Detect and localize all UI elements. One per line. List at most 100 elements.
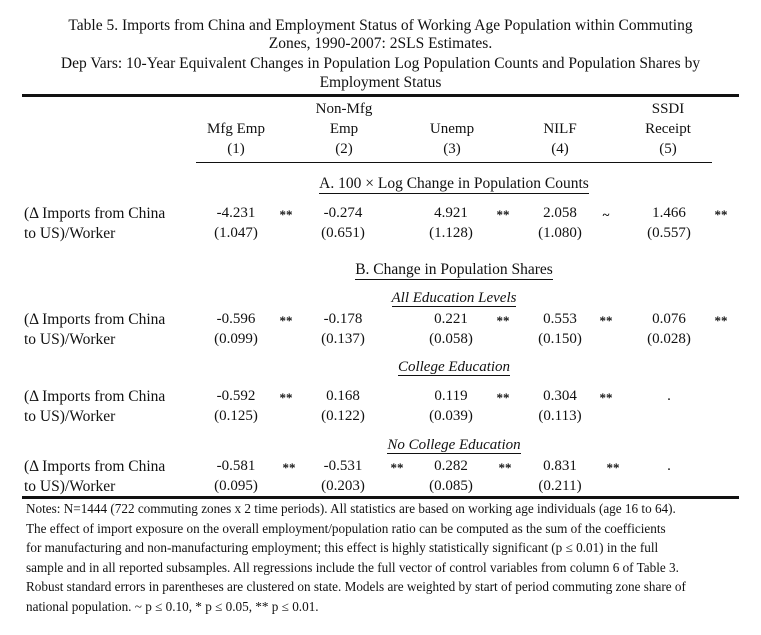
coefficient-cell: . [667, 458, 671, 474]
standard-error-cell: (0.113) [538, 408, 582, 424]
standard-error-cell: (0.557) [647, 225, 691, 241]
coefficient-cell: -4.231 [216, 205, 256, 221]
subpanel-label: No College Education [387, 437, 521, 454]
significance-marker: ** [606, 460, 620, 475]
panel-b-heading: B. Change in Population Shares [196, 261, 712, 280]
coefficient-cell: -0.178 [323, 311, 363, 327]
coefficient-cell: 0.119 [434, 388, 468, 404]
column-number: (4) [551, 141, 569, 157]
column-header-line-2: NILF [543, 121, 577, 137]
standard-error-cell: (0.125) [214, 408, 258, 424]
standard-error-cell: (0.085) [429, 478, 473, 494]
standard-error-cell: (0.150) [538, 331, 582, 347]
header-underline [196, 162, 712, 163]
column-header-4: NILF (4) [505, 99, 615, 159]
significance-marker: ** [279, 390, 293, 405]
notes-line: national population. ~ p ≤ 0.10, * p ≤ 0… [26, 598, 319, 614]
notes-line: Robust standard errors in parentheses ar… [26, 579, 686, 595]
row-label-line-1: (Δ Imports from China [24, 388, 166, 405]
coefficient-cell: 4.921 [434, 205, 468, 221]
table-notes: Notes: N=1444 (722 commuting zones x 2 t… [26, 499, 742, 617]
coefficient-cell: 0.553 [543, 311, 577, 327]
row-label-line-2: to US)/Worker [24, 225, 116, 242]
coefficient-cell: . [667, 388, 671, 404]
standard-error-cell: (1.047) [214, 225, 258, 241]
column-header-2: Non-Mfg Emp (2) [289, 99, 399, 159]
coefficient-cell: -0.592 [216, 388, 256, 404]
significance-marker: ** [714, 207, 728, 222]
row-label-line-1: (Δ Imports from China [24, 458, 166, 475]
standard-error-cell: (0.099) [214, 331, 258, 347]
panel-b-label: B. Change in Population Shares [355, 261, 553, 280]
coefficient-cell: 0.282 [434, 458, 468, 474]
table-title-line-2: Zones, 1990-2007: 2SLS Estimates. [268, 35, 493, 52]
column-header-line-2: Emp [329, 121, 359, 137]
top-thick-rule [22, 94, 739, 97]
notes-line: for manufacturing and non-manufacturing … [26, 540, 659, 556]
row-label-line-1: (Δ Imports from China [24, 205, 166, 222]
significance-marker: ** [599, 390, 613, 405]
standard-error-cell: (0.137) [321, 331, 365, 347]
column-number: (1) [227, 141, 245, 157]
significance-marker: ~ [602, 207, 610, 222]
row-label-panel-a: (Δ Imports from China to US)/Worker [24, 204, 165, 244]
row-label-line-2: to US)/Worker [24, 331, 116, 348]
standard-error-cell: (0.039) [429, 408, 473, 424]
column-header-5: SSDI Receipt (5) [613, 99, 723, 159]
column-header-line-1: SSDI [651, 101, 685, 117]
row-label-line-1: (Δ Imports from China [24, 311, 166, 328]
column-number: (2) [335, 141, 353, 157]
subpanel-label: College Education [397, 359, 511, 376]
table-subtitle-line-2: Employment Status [319, 74, 442, 91]
standard-error-cell: (0.122) [321, 408, 365, 424]
subpanel-college-education: College Education [196, 359, 712, 376]
standard-error-cell: (0.058) [429, 331, 473, 347]
standard-error-cell: (0.211) [538, 478, 582, 494]
column-header-line-2: Unemp [429, 121, 475, 137]
coefficient-cell: 0.304 [543, 388, 577, 404]
subpanel-label: All Education Levels [391, 290, 517, 307]
column-header-line-1 [181, 99, 291, 119]
significance-marker: ** [599, 313, 613, 328]
coefficient-cell: 0.168 [326, 388, 360, 404]
coefficient-cell: -0.596 [216, 311, 256, 327]
coefficient-cell: 0.221 [434, 311, 468, 327]
row-label-all-education: (Δ Imports from China to US)/Worker [24, 310, 165, 350]
table-title-line-1: Table 5. Imports from China and Employme… [68, 17, 693, 34]
row-label-no-college-education: (Δ Imports from China to US)/Worker [24, 457, 165, 497]
panel-a-heading: A. 100 × Log Change in Population Counts [196, 175, 712, 194]
significance-marker: ** [498, 460, 512, 475]
significance-marker: ** [279, 313, 293, 328]
notes-line: Notes: N=1444 (722 commuting zones x 2 t… [26, 501, 676, 516]
standard-error-cell: (1.128) [429, 225, 473, 241]
coefficient-cell: -0.531 [323, 458, 363, 474]
coefficient-cell: -0.274 [323, 205, 363, 221]
column-header-line-1 [397, 99, 507, 119]
subpanel-no-college-education: No College Education [196, 437, 712, 454]
significance-marker: ** [714, 313, 728, 328]
column-header-1: Mfg Emp (1) [181, 99, 291, 159]
column-number: (5) [659, 141, 677, 157]
significance-marker: ** [279, 207, 293, 222]
table-subtitle-line-1: Dep Vars: 10-Year Equivalent Changes in … [60, 55, 701, 72]
column-header-line-2: Receipt [645, 121, 691, 137]
standard-error-cell: (0.203) [321, 478, 365, 494]
column-header-line-2: Mfg Emp [207, 121, 265, 137]
significance-marker: ** [496, 207, 510, 222]
panel-a-label: A. 100 × Log Change in Population Counts [319, 175, 589, 194]
standard-error-cell: (0.095) [214, 478, 258, 494]
significance-marker: ** [390, 460, 404, 475]
row-label-line-2: to US)/Worker [24, 408, 116, 425]
column-number: (3) [443, 141, 461, 157]
standard-error-cell: (1.080) [538, 225, 582, 241]
row-label-college-education: (Δ Imports from China to US)/Worker [24, 387, 165, 427]
bottom-thick-rule [22, 496, 739, 499]
coefficient-cell: 1.466 [652, 205, 686, 221]
notes-line: sample and in all reported subsamples. A… [26, 559, 679, 575]
standard-error-cell: (0.028) [647, 331, 691, 347]
significance-marker: ** [282, 460, 296, 475]
coefficient-cell: -0.581 [216, 458, 256, 474]
significance-marker: ** [496, 390, 510, 405]
standard-error-cell: (0.651) [321, 225, 365, 241]
column-header-line-1: Non-Mfg [315, 101, 373, 117]
